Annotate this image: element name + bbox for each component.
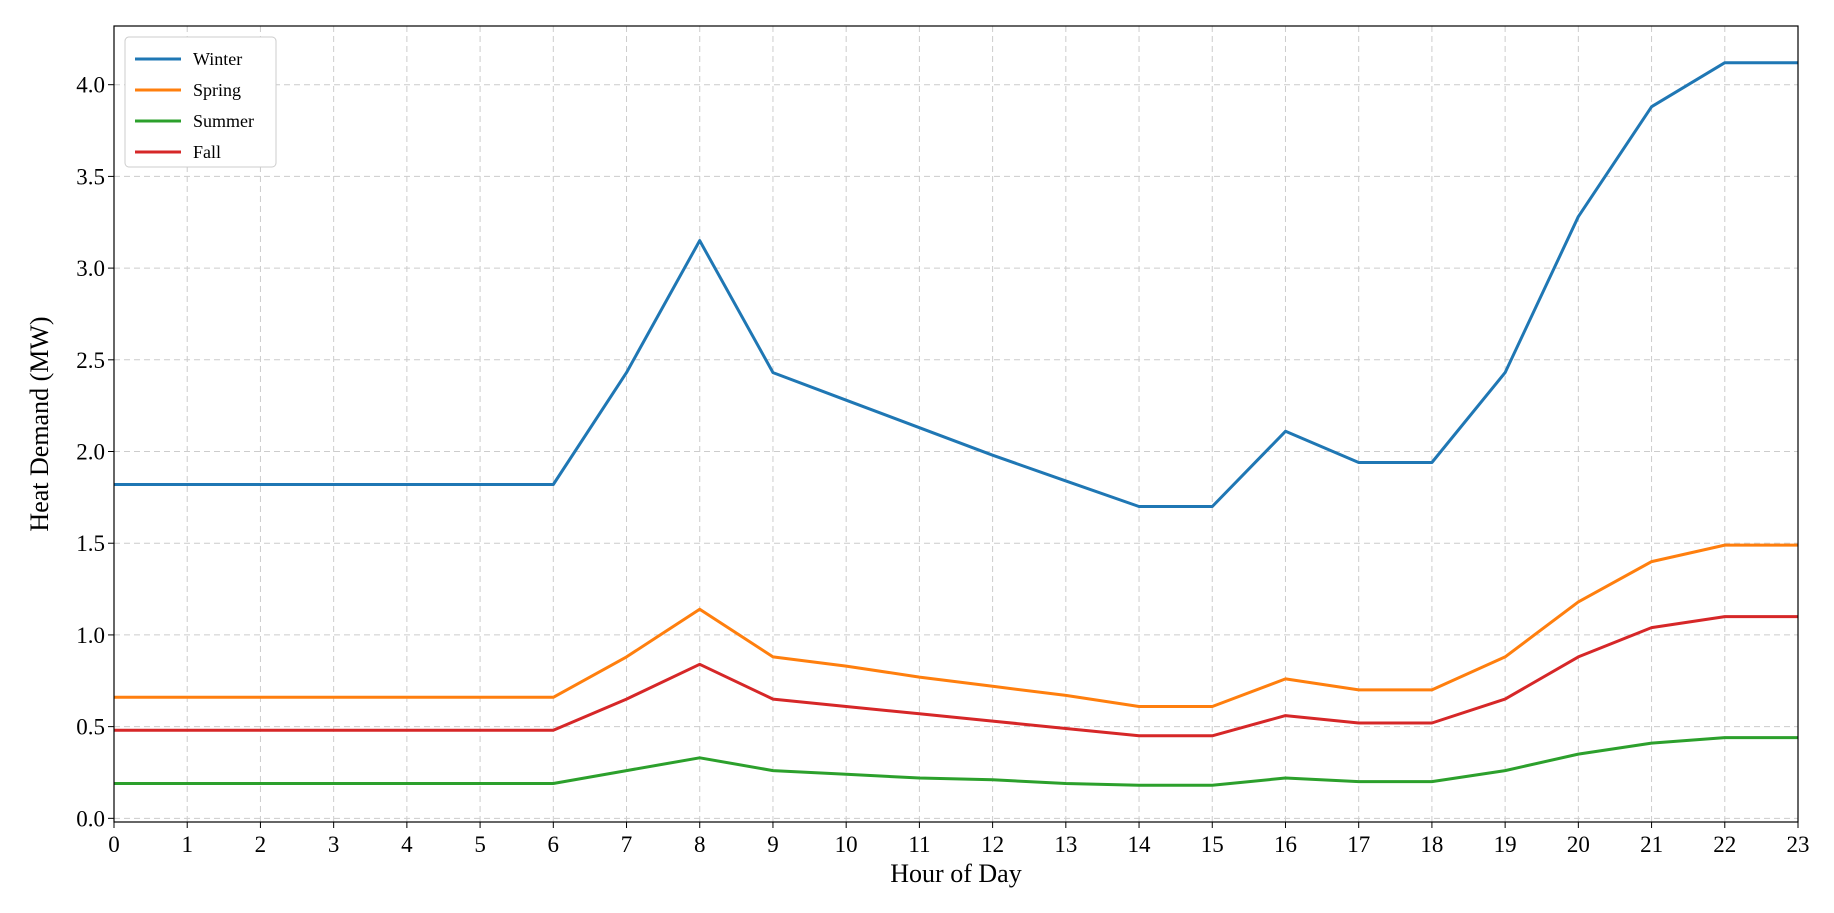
series-line — [114, 615, 1798, 738]
series-line — [114, 543, 1798, 708]
x-tick-label: 14 — [1128, 832, 1152, 857]
y-tick-label: 3.5 — [76, 164, 105, 189]
y-tick-label: 2.5 — [76, 348, 105, 373]
x-tick-label: 22 — [1713, 832, 1736, 857]
x-tick-label: 6 — [548, 832, 560, 857]
x-tick-label: 2 — [255, 832, 267, 857]
x-tick-label: 17 — [1347, 832, 1370, 857]
x-tick-label: 10 — [835, 832, 858, 857]
x-tick-label: 18 — [1420, 832, 1443, 857]
x-tick-label: 15 — [1201, 832, 1224, 857]
x-tick-label: 9 — [767, 832, 779, 857]
legend-box — [124, 36, 277, 168]
x-tick-label: 13 — [1054, 832, 1077, 857]
y-tick-label: 0.5 — [76, 715, 105, 740]
y-tick-label: 3.0 — [76, 256, 105, 281]
x-tick-label: 21 — [1640, 832, 1663, 857]
x-tick-label: 7 — [621, 832, 633, 857]
y-tick-label: 0.0 — [76, 806, 105, 831]
legend-label: Winter — [193, 49, 242, 69]
x-tick-label: 19 — [1494, 832, 1517, 857]
x-tick-label: 23 — [1787, 832, 1810, 857]
y-tick-label: 4.0 — [76, 73, 105, 98]
x-axis-label: Hour of Day — [890, 859, 1021, 888]
x-tick-label: 1 — [181, 832, 193, 857]
y-tick-label: 1.5 — [76, 531, 105, 556]
x-tick-label: 5 — [474, 832, 486, 857]
legend-label: Spring — [193, 80, 241, 100]
series-line — [114, 736, 1798, 787]
x-tick-label: 3 — [328, 832, 340, 857]
x-tick-label: 8 — [694, 832, 706, 857]
x-tick-label: 20 — [1567, 832, 1590, 857]
x-tick-label: 0 — [108, 832, 120, 857]
x-tick-label: 16 — [1274, 832, 1297, 857]
x-tick-label: 11 — [908, 832, 930, 857]
y-tick-label: 2.0 — [76, 440, 105, 465]
legend-label: Fall — [193, 142, 221, 162]
x-tick-label: 12 — [981, 832, 1004, 857]
legend-label: Summer — [193, 111, 254, 131]
y-tick-label: 1.0 — [76, 623, 105, 648]
y-axis-label: Heat Demand (MW) — [25, 316, 54, 531]
legend: Winter Spring Summer Fall — [124, 36, 277, 168]
series-line — [114, 61, 1798, 508]
plot-frame — [113, 25, 1799, 823]
x-tick-label: 4 — [401, 832, 413, 857]
